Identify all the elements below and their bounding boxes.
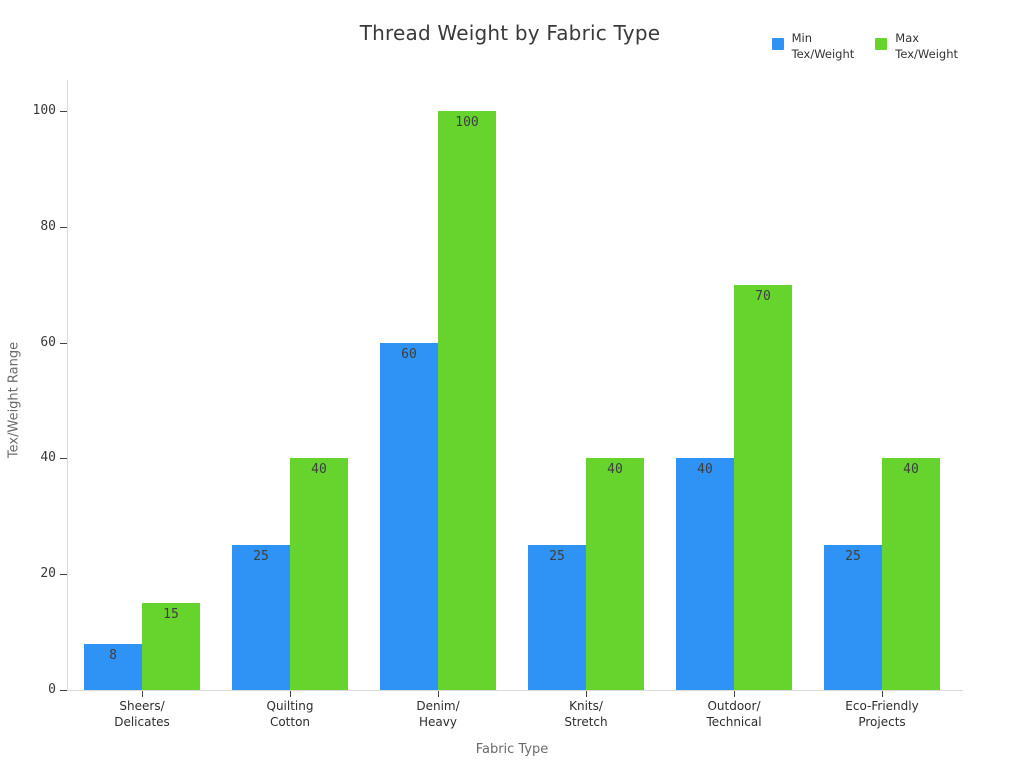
y-tick-mark (60, 342, 67, 344)
x-tick-mark (734, 691, 735, 697)
y-tick-mark (60, 690, 67, 691)
bar-value-label: 40 (311, 462, 327, 478)
bar-value-label: 40 (697, 462, 713, 478)
legend-item-label: Min Tex/Weight (791, 31, 855, 61)
bar-min-tex-weight-knits-stretch (528, 545, 586, 690)
bar-value-label: 40 (607, 462, 623, 478)
x-axis-title: Fabric Type (475, 742, 549, 757)
y-tick-label: 20 (40, 566, 56, 582)
bar-value-label: 25 (549, 549, 565, 565)
legend: Min Tex/Weight Max Tex/Weight (771, 30, 958, 62)
x-category-label-eco-friendly-projects: Eco-Friendly Projects (845, 699, 919, 729)
y-tick-mark (60, 111, 67, 112)
bar-max-tex-weight-outdoor-technical (734, 284, 792, 690)
legend-swatch-icon (875, 38, 888, 50)
y-tick-label: 100 (32, 103, 56, 118)
y-tick-mark (60, 226, 67, 228)
x-tick-mark (290, 691, 291, 697)
bar-min-tex-weight-eco-friendly-projects (824, 545, 882, 690)
y-tick-label: 40 (40, 450, 56, 466)
x-category-label-quilting-cotton: Quilting Cotton (266, 699, 314, 729)
bar-value-label: 15 (163, 607, 179, 623)
x-axis-line (67, 690, 963, 691)
x-tick-mark (142, 691, 143, 697)
y-tick-label: 60 (40, 334, 56, 350)
y-tick-label: 80 (40, 218, 56, 234)
bar-max-tex-weight-quilting-cotton (290, 458, 348, 690)
x-category-label-sheers-delicates: Sheers/ Delicates (114, 699, 170, 729)
bar-value-label: 40 (903, 462, 919, 478)
bar-value-label: 25 (845, 549, 861, 565)
x-tick-mark (586, 691, 587, 697)
x-tick-mark (438, 691, 439, 697)
bar-max-tex-weight-denim-heavy (438, 111, 496, 690)
bar-value-label: 100 (455, 115, 479, 130)
x-category-label-outdoor-technical: Outdoor/ Technical (706, 699, 762, 729)
y-tick-label: 0 (48, 682, 56, 697)
legend-item-label: Max Tex/Weight (895, 31, 958, 61)
bar-max-tex-weight-eco-friendly-projects (882, 458, 940, 690)
legend-swatch-icon (771, 38, 784, 50)
x-tick-mark (882, 691, 883, 697)
y-tick-mark (60, 574, 67, 576)
y-axis-line (67, 80, 68, 690)
bar-min-tex-weight-sheers-delicates (84, 643, 142, 690)
bar-value-label: 25 (253, 549, 269, 565)
legend-item-max-tex-weight[interactable]: Max Tex/Weight (875, 30, 958, 62)
bar-min-tex-weight-denim-heavy (380, 342, 438, 690)
legend-item-min-tex-weight[interactable]: Min Tex/Weight (771, 30, 855, 62)
bar-min-tex-weight-quilting-cotton (232, 545, 290, 690)
y-tick-mark (60, 458, 67, 460)
bar-value-label: 8 (109, 647, 117, 663)
bar-value-label: 60 (401, 346, 417, 362)
bar-max-tex-weight-knits-stretch (586, 458, 644, 690)
x-category-label-denim-heavy: Denim/ Heavy (416, 699, 460, 729)
bar-max-tex-weight-sheers-delicates (142, 603, 200, 690)
chart-title: Thread Weight by Fabric Type (359, 21, 661, 45)
bar-min-tex-weight-outdoor-technical (676, 458, 734, 690)
x-category-label-knits-stretch: Knits/ Stretch (564, 699, 608, 729)
bar-value-label: 70 (755, 288, 771, 304)
